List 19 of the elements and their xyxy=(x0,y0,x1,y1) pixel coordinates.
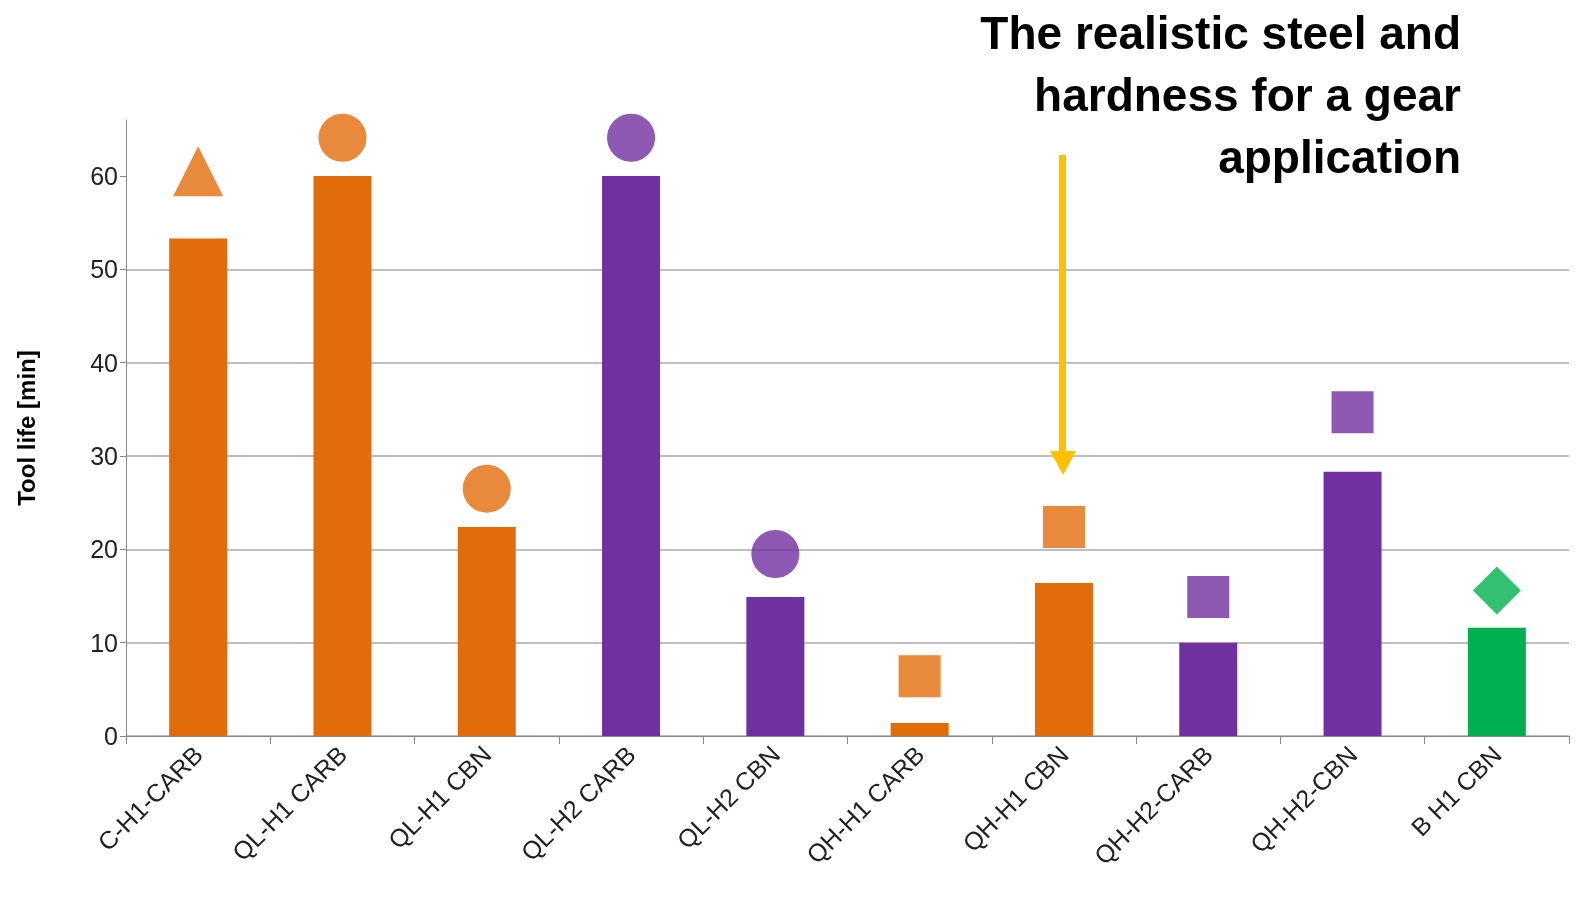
bar xyxy=(890,722,949,736)
annotation: The realistic steel and hardness for a gear application xyxy=(979,6,1461,185)
y-axis-title: Tool life [min] xyxy=(12,350,40,506)
bar xyxy=(746,596,805,736)
bar xyxy=(313,176,372,736)
bar xyxy=(602,176,661,736)
bar xyxy=(1034,582,1093,736)
y-tick-label: 0 xyxy=(104,722,118,750)
bar xyxy=(169,238,228,736)
bar xyxy=(1323,471,1382,736)
bar xyxy=(1467,627,1526,736)
bar xyxy=(1179,642,1238,736)
y-tick-label: 20 xyxy=(90,535,118,564)
y-tick-label: 40 xyxy=(90,348,118,377)
y-tick-label: 10 xyxy=(90,628,118,657)
y-tick-label: 30 xyxy=(90,442,118,470)
y-tick-label: 50 xyxy=(90,255,118,284)
y-tick-label: 60 xyxy=(90,162,118,190)
bar xyxy=(457,526,516,736)
